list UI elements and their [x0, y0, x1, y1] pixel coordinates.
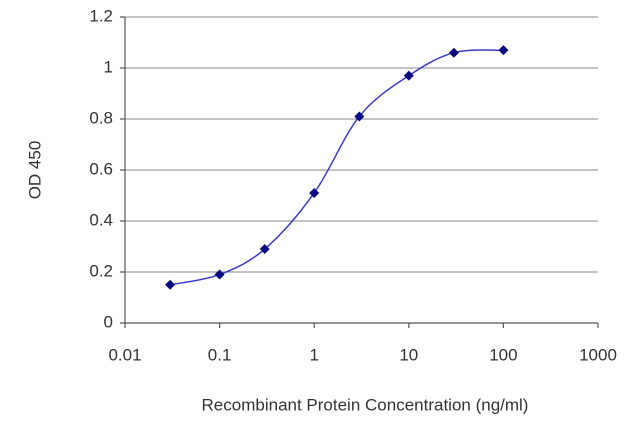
x-tick-label: 1000 — [579, 345, 617, 364]
x-axis-label: Recombinant Protein Concentration (ng/ml… — [202, 395, 529, 414]
y-tick-label: 0.4 — [89, 210, 113, 229]
y-tick-label: 0.6 — [89, 159, 113, 178]
y-tick-label: 0 — [104, 312, 113, 331]
y-tick-label: 0.2 — [89, 261, 113, 280]
y-tick-label: 1.2 — [89, 6, 113, 25]
data-point — [354, 111, 365, 122]
data-point — [403, 70, 414, 81]
data-point — [448, 47, 459, 58]
y-axis-label: OD 450 — [25, 141, 44, 200]
y-tick-label: 0.8 — [89, 108, 113, 127]
x-tick-label: 100 — [489, 345, 517, 364]
data-point — [165, 279, 176, 290]
curve — [169, 49, 504, 286]
y-tick-label: 1 — [104, 57, 113, 76]
x-tick-label: 1 — [309, 345, 318, 364]
data-point — [214, 269, 225, 280]
x-tick-label: 0.1 — [208, 345, 232, 364]
x-tick-label: 0.01 — [108, 345, 141, 364]
data-point — [259, 244, 270, 255]
data-point — [498, 45, 509, 56]
data-point — [309, 187, 320, 198]
x-tick-label: 10 — [399, 345, 418, 364]
